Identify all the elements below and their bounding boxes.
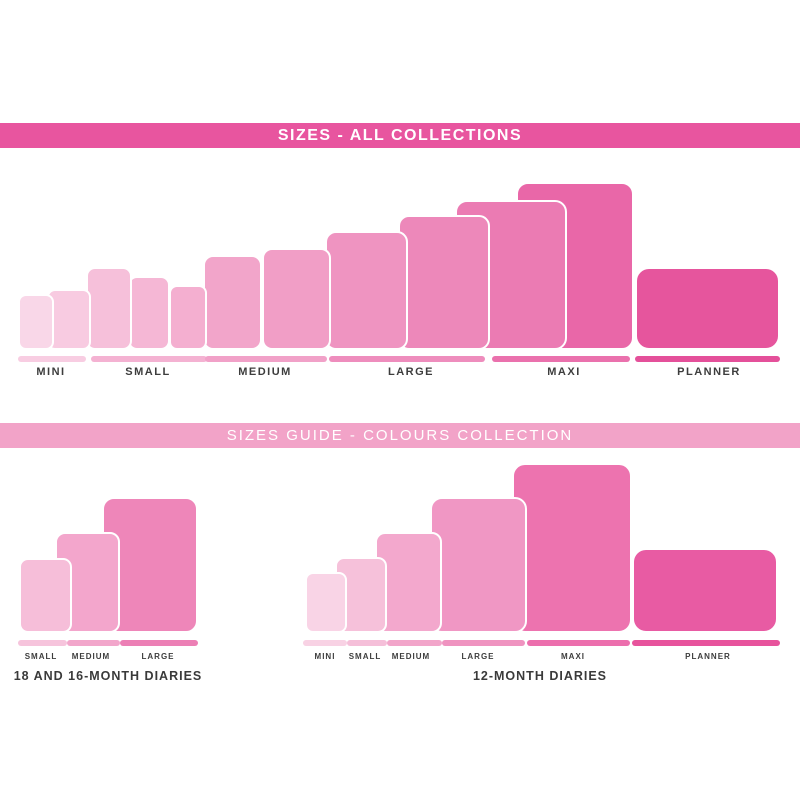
book-12-month-diaries-large-1: [430, 497, 527, 633]
book-all-collections-large-2: [398, 215, 490, 350]
underline-pill-12-month-diaries-small: [347, 640, 387, 646]
underline-pill-18-16-month-diaries-medium: [67, 640, 120, 646]
book-18-16-month-diaries-small-1: [19, 558, 72, 633]
banner-colours-collection: SIZES GUIDE - COLOURS COLLECTION: [0, 423, 800, 448]
size-label-18-16-month-diaries-large: LARGE: [141, 652, 175, 661]
book-all-collections-mini-2: [47, 289, 91, 350]
book-all-collections-small-1: [86, 267, 132, 350]
book-all-collections-small-2: [128, 276, 170, 350]
size-label-12-month-diaries-mini: MINI: [314, 652, 336, 661]
underline-pill-12-month-diaries-planner: [632, 640, 780, 646]
book-12-month-diaries-mini-1: [305, 572, 347, 633]
book-all-collections-medium-1: [203, 255, 262, 350]
size-label-all-collections-large: LARGE: [388, 366, 434, 378]
underline-pill-18-16-month-diaries-small: [18, 640, 67, 646]
underline-pill-12-month-diaries-mini: [303, 640, 347, 646]
underline-pill-all-collections-small: [91, 356, 207, 362]
size-label-all-collections-small: SMALL: [125, 366, 171, 378]
size-label-all-collections-medium: MEDIUM: [238, 366, 292, 378]
size-label-12-month-diaries-small: SMALL: [348, 652, 382, 661]
size-label-12-month-diaries-maxi: MAXI: [561, 652, 585, 661]
size-label-all-collections-planner: PLANNER: [677, 366, 741, 378]
underline-pill-all-collections-medium: [205, 356, 327, 362]
book-12-month-diaries-maxi-1: [512, 463, 632, 633]
banner-all-collections: SIZES - ALL COLLECTIONS: [0, 123, 800, 148]
size-label-18-16-month-diaries-medium: MEDIUM: [71, 652, 111, 661]
size-label-12-month-diaries-large: LARGE: [461, 652, 495, 661]
caption-18-16-month-diaries: 18 AND 16-MONTH DIARIES: [13, 669, 203, 683]
book-12-month-diaries-planner-1: [632, 548, 778, 633]
size-label-all-collections-maxi: MAXI: [547, 366, 581, 378]
underline-pill-12-month-diaries-large: [442, 640, 525, 646]
book-all-collections-planner-1: [635, 267, 780, 350]
underline-pill-all-collections-mini: [18, 356, 86, 362]
underline-pill-all-collections-maxi: [492, 356, 630, 362]
size-label-12-month-diaries-medium: MEDIUM: [391, 652, 431, 661]
book-all-collections-small-3: [169, 285, 207, 350]
caption-12-month-diaries: 12-MONTH DIARIES: [472, 669, 608, 683]
book-all-collections-medium-2: [262, 248, 331, 350]
underline-pill-12-month-diaries-maxi: [527, 640, 630, 646]
size-label-18-16-month-diaries-small: SMALL: [24, 652, 58, 661]
banner-all-collections-title: SIZES - ALL COLLECTIONS: [277, 126, 523, 144]
size-label-12-month-diaries-planner: PLANNER: [685, 652, 731, 661]
underline-pill-all-collections-large: [329, 356, 485, 362]
underline-pill-all-collections-planner: [635, 356, 780, 362]
size-label-all-collections-mini: MINI: [36, 366, 66, 378]
banner-colours-collection-title: SIZES GUIDE - COLOURS COLLECTION: [226, 427, 574, 444]
book-all-collections-large-1: [325, 231, 408, 350]
book-all-collections-mini-1: [18, 294, 54, 350]
underline-pill-18-16-month-diaries-large: [120, 640, 198, 646]
underline-pill-12-month-diaries-medium: [387, 640, 442, 646]
